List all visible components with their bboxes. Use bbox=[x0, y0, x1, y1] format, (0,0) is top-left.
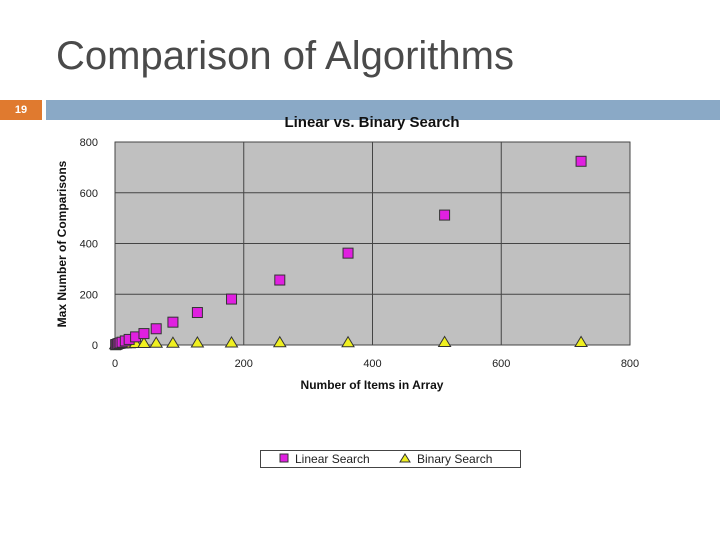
y-tick-label: 800 bbox=[80, 137, 98, 149]
page-number-badge: 19 bbox=[0, 100, 42, 120]
header-bar bbox=[46, 100, 720, 120]
x-tick-label: 200 bbox=[235, 358, 253, 370]
binary-search-point bbox=[437, 335, 452, 347]
legend-item-binary: Binary Search bbox=[399, 451, 492, 467]
y-axis-label: Max Number of Comparisons bbox=[55, 160, 69, 327]
y-tick-label: 400 bbox=[80, 239, 98, 251]
legend-label-binary: Binary Search bbox=[417, 452, 493, 466]
y-tick-label: 0 bbox=[92, 340, 98, 352]
x-tick-label: 400 bbox=[363, 358, 381, 370]
binary-search-point bbox=[166, 336, 180, 348]
binary-search-point bbox=[224, 335, 239, 348]
tick-labels: 0 200 400 600 800 0 200 400 600 800 bbox=[80, 137, 640, 370]
linear-search-point bbox=[274, 274, 286, 286]
chart-legend: Linear Search Binary Search bbox=[260, 450, 521, 468]
binary-search-point bbox=[341, 335, 355, 348]
linear-search-point bbox=[226, 293, 238, 305]
triangle-marker-icon bbox=[399, 452, 411, 466]
binary-search-point bbox=[574, 335, 588, 347]
linear-search-point bbox=[575, 155, 587, 167]
legend-label-linear: Linear Search bbox=[295, 452, 370, 466]
linear-search-point bbox=[167, 316, 179, 328]
linear-search-point bbox=[191, 307, 203, 319]
grid-lines bbox=[114, 141, 631, 346]
data-points bbox=[108, 155, 588, 351]
x-tick-label: 600 bbox=[492, 358, 510, 370]
y-tick-label: 200 bbox=[80, 289, 98, 301]
x-tick-label: 0 bbox=[112, 358, 118, 370]
x-axis-label: Number of Items in Array bbox=[301, 378, 444, 392]
binary-search-point bbox=[149, 336, 164, 348]
linear-search-point bbox=[439, 209, 451, 221]
x-tick-label: 800 bbox=[621, 358, 639, 370]
linear-search-point bbox=[150, 323, 162, 335]
chart-title: Linear vs. Binary Search bbox=[284, 114, 459, 131]
linear-search-point bbox=[138, 328, 150, 340]
slide-title: Comparison of Algorithms bbox=[56, 34, 514, 78]
linear-search-point bbox=[342, 247, 354, 259]
y-tick-label: 600 bbox=[80, 188, 98, 200]
binary-search-point bbox=[272, 335, 287, 348]
binary-search-point bbox=[137, 336, 151, 348]
legend-item-linear: Linear Search bbox=[279, 451, 370, 467]
binary-search-point bbox=[190, 335, 205, 348]
square-marker-icon bbox=[279, 452, 289, 466]
